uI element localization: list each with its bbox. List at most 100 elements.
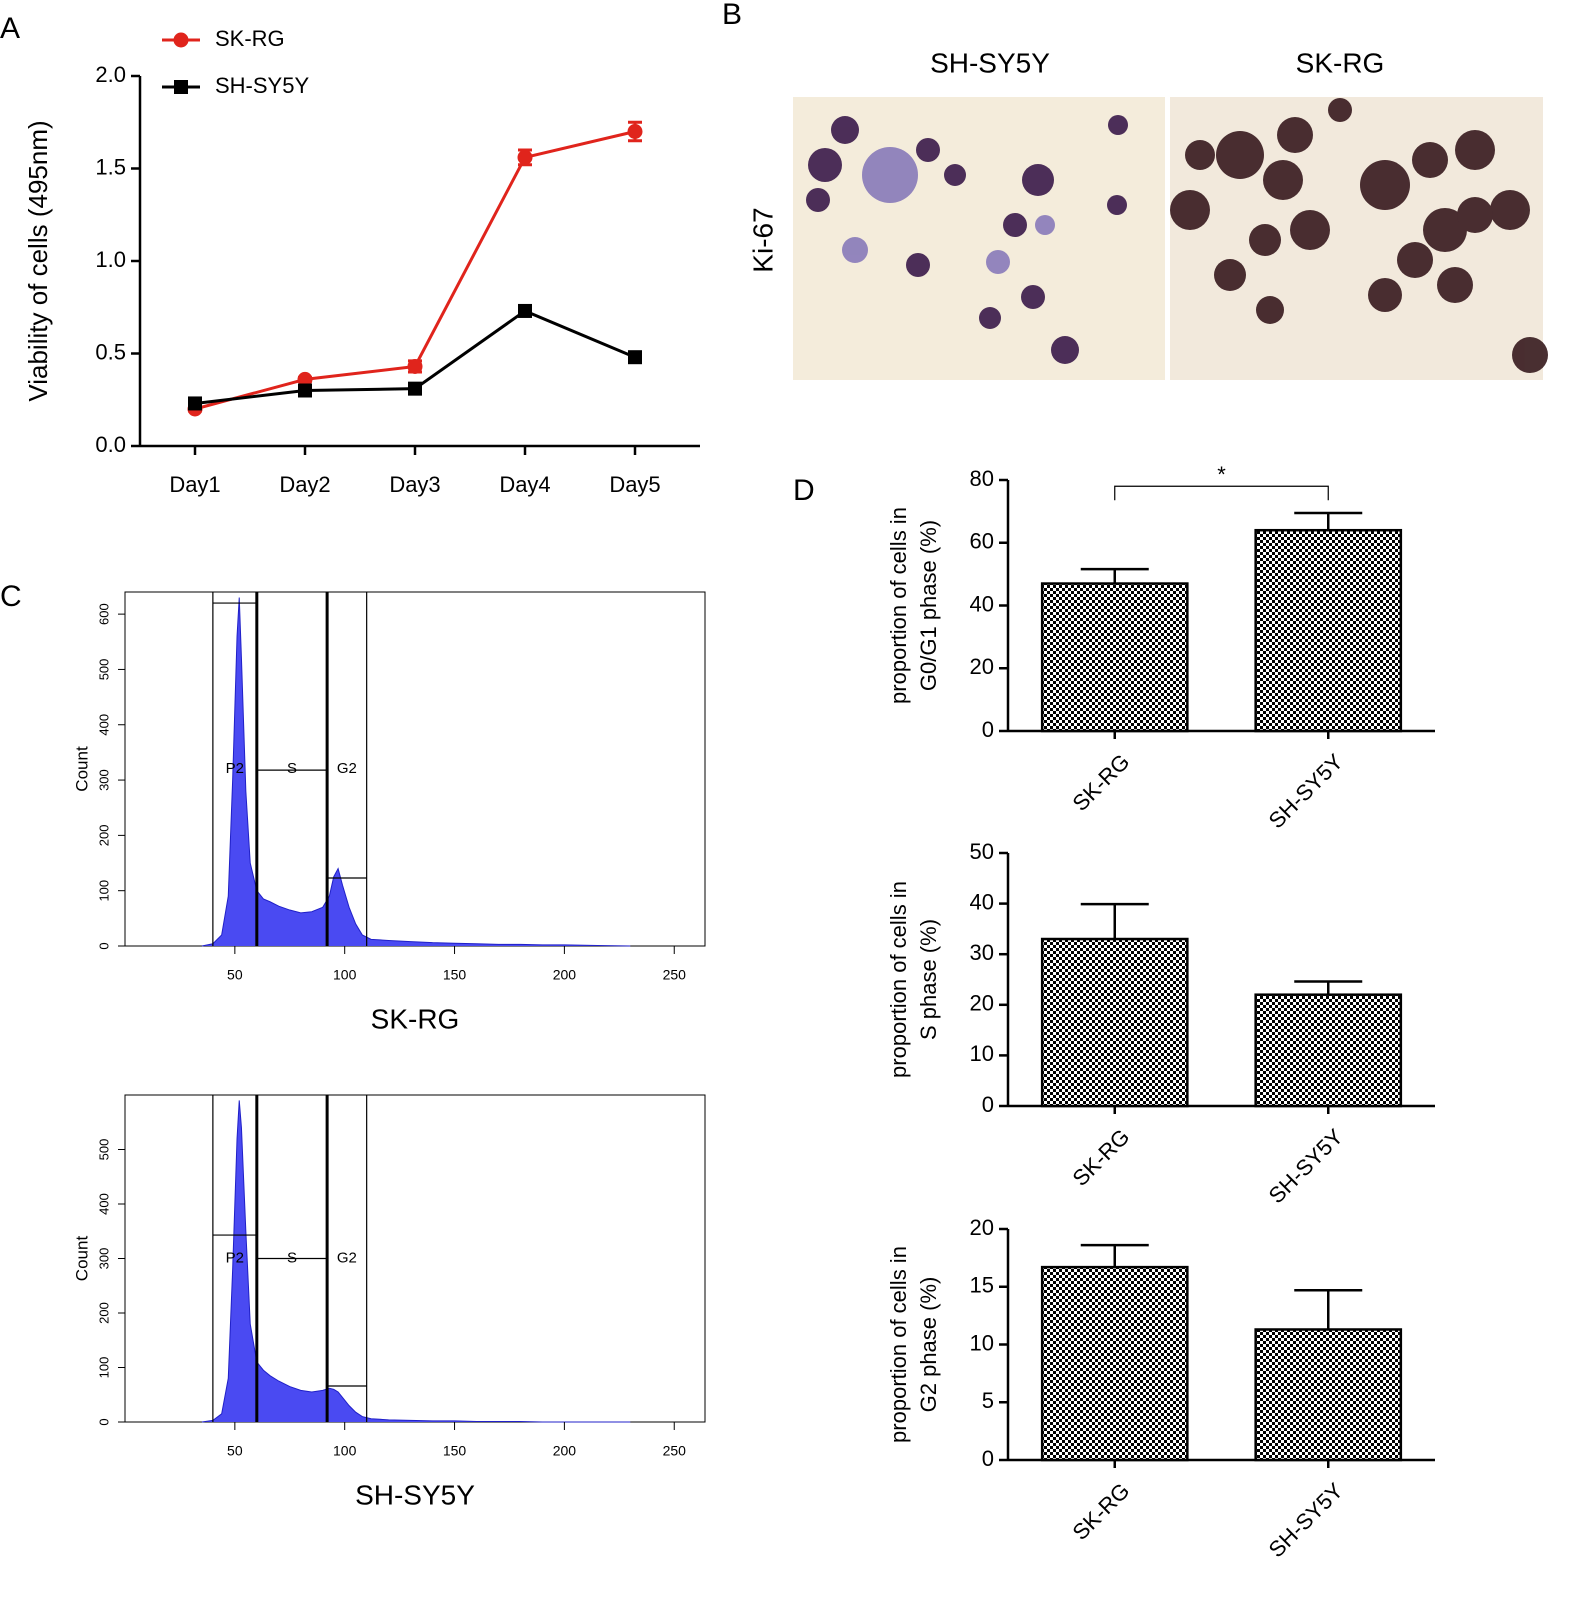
column-title: SH-SY5Y <box>930 47 1050 78</box>
x-tick-label: 50 <box>227 967 243 983</box>
column-title: SK-RG <box>1296 47 1385 78</box>
data-point <box>407 358 423 374</box>
legend-marker <box>173 32 189 48</box>
y-tick-label: 20 <box>970 991 994 1016</box>
gate-label: P2 <box>226 1249 244 1266</box>
panel-letter: B <box>722 0 742 31</box>
y-tick-label: 2.0 <box>95 62 126 87</box>
x-tick-label: 150 <box>443 967 467 983</box>
y-tick-label: 40 <box>970 591 994 616</box>
y-axis-title: G0/G1 phase (%) <box>916 520 941 691</box>
y-tick-label: 0 <box>982 717 994 742</box>
x-tick-label: 250 <box>663 1443 687 1459</box>
y-tick-label: 500 <box>96 1139 111 1161</box>
micrograph <box>793 97 1548 380</box>
x-axis-title: SH-SY5Y <box>355 1479 475 1510</box>
significance-label: * <box>1217 462 1226 487</box>
error-bar <box>1080 902 1149 940</box>
y-axis-title: G2 phase (%) <box>916 1277 941 1413</box>
data-point <box>627 124 643 139</box>
data-point <box>517 149 533 165</box>
y-tick-label: 100 <box>96 880 111 902</box>
x-tick-label: 100 <box>333 1443 357 1459</box>
data-point <box>628 350 642 365</box>
x-tick-label: 200 <box>553 967 577 983</box>
y-tick-label: 400 <box>96 714 111 736</box>
y-tick-label: 20 <box>970 654 994 679</box>
y-tick-label: 200 <box>96 1302 111 1324</box>
y-axis-title: proportion of cells in <box>886 507 911 704</box>
bar <box>1254 528 1403 733</box>
x-tick-label: Day1 <box>169 472 220 497</box>
y-tick-label: 80 <box>970 466 994 491</box>
bar <box>1254 1328 1403 1462</box>
x-tick-label: 150 <box>443 1443 467 1459</box>
plot-box <box>124 591 706 947</box>
x-tick-label: SK-RG <box>1067 749 1134 816</box>
y-axis-title: Count <box>72 746 91 792</box>
y-tick-label: 0 <box>982 1446 994 1471</box>
panel-letter: D <box>793 474 815 507</box>
y-tick-label: 0 <box>96 942 111 949</box>
error-bar <box>1080 1243 1149 1268</box>
y-tick-label: 400 <box>96 1193 111 1215</box>
y-tick-label: 0.5 <box>95 339 126 364</box>
data-point <box>408 381 422 396</box>
legend-label: SH-SY5Y <box>215 73 309 98</box>
y-axis-title: Viability of cells (495nm) <box>23 120 53 401</box>
legend-label: SK-RG <box>215 26 285 51</box>
x-tick-label: 200 <box>553 1443 577 1459</box>
y-tick-label: 100 <box>96 1357 111 1379</box>
legend-marker <box>174 80 188 94</box>
x-tick-label: SH-SY5Y <box>1264 1124 1348 1208</box>
y-axis-title: proportion of cells in <box>886 881 911 1078</box>
bar <box>1254 993 1403 1108</box>
data-point <box>518 303 532 318</box>
y-tick-label: 0 <box>96 1418 111 1425</box>
x-tick-label: SK-RG <box>1067 1124 1134 1191</box>
panel-letter: C <box>0 580 22 613</box>
y-tick-label: 60 <box>970 529 994 554</box>
bar <box>1040 937 1189 1108</box>
bar <box>1040 582 1189 733</box>
y-tick-label: 10 <box>970 1330 994 1355</box>
x-tick-label: Day2 <box>279 472 330 497</box>
gate-label: S <box>287 1249 297 1266</box>
error-bar <box>1294 511 1363 531</box>
y-axis-title: proportion of cells in <box>886 1246 911 1443</box>
plot-box <box>124 1094 706 1423</box>
panel-letter: A <box>0 12 20 45</box>
y-tick-label: 0.0 <box>95 432 126 457</box>
histogram <box>201 597 631 947</box>
gate-label: G2 <box>337 760 357 777</box>
y-axis-title: Count <box>72 1236 91 1282</box>
x-tick-label: Day3 <box>389 472 440 497</box>
gate-label: G2 <box>337 1249 357 1266</box>
x-tick-label: 100 <box>333 967 357 983</box>
x-tick-label: SH-SY5Y <box>1264 1478 1348 1562</box>
bar <box>1040 1265 1189 1462</box>
y-tick-label: 15 <box>970 1273 994 1298</box>
y-tick-label: 1.5 <box>95 154 126 179</box>
y-tick-label: 300 <box>96 1248 111 1270</box>
significance-bracket <box>1114 485 1329 501</box>
y-tick-label: 300 <box>96 769 111 791</box>
y-tick-label: 10 <box>970 1041 994 1066</box>
row-label: Ki-67 <box>747 207 778 272</box>
histogram <box>201 1100 631 1423</box>
x-axis-title: SK-RG <box>371 1003 460 1034</box>
y-tick-label: 0 <box>982 1092 994 1117</box>
y-tick-label: 1.0 <box>95 247 126 272</box>
y-tick-label: 50 <box>970 839 994 864</box>
y-tick-label: 40 <box>970 889 994 914</box>
gate-label: P2 <box>226 760 244 777</box>
y-tick-label: 5 <box>982 1388 994 1413</box>
x-tick-label: Day4 <box>499 472 550 497</box>
y-axis-title: S phase (%) <box>916 919 941 1040</box>
y-tick-label: 600 <box>96 603 111 625</box>
error-bar <box>1080 567 1149 584</box>
y-tick-label: 30 <box>970 940 994 965</box>
x-tick-label: SK-RG <box>1067 1478 1134 1545</box>
